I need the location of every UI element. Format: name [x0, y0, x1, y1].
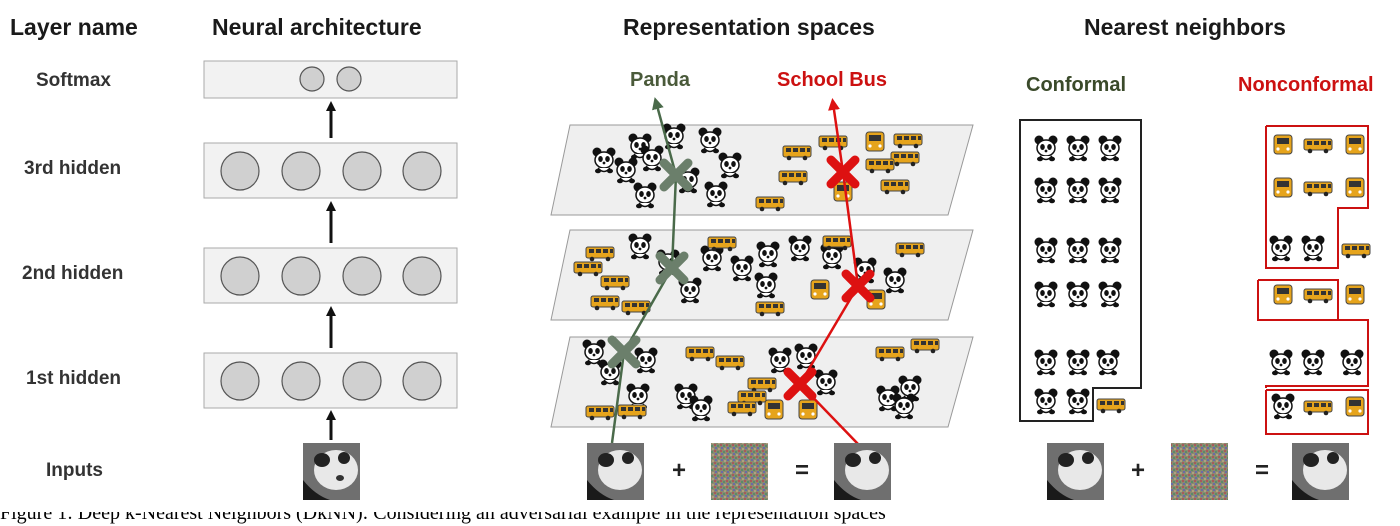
nn-layer-3rd-hidden	[203, 142, 458, 199]
neuron	[281, 256, 321, 296]
neuron	[402, 361, 442, 401]
equals-sign-representation: =	[795, 457, 810, 484]
neuron	[220, 361, 260, 401]
header-nearest-neighbors: Nearest neighbors	[1084, 14, 1286, 40]
noise-image-neighbors	[1171, 443, 1228, 500]
neuron	[281, 151, 321, 191]
layer-label-2nd-hidden: 2nd hidden	[22, 263, 124, 284]
class-label-school-bus: School Bus	[777, 69, 888, 91]
plus-sign-representation: +	[672, 457, 687, 484]
conformal-neighbors	[1019, 119, 1142, 422]
plus-sign-neighbors: +	[1131, 457, 1146, 484]
neuron	[220, 151, 260, 191]
neuron	[299, 66, 325, 92]
header-neural-architecture: Neural architecture	[212, 14, 422, 40]
neuron	[336, 66, 362, 92]
noise-image-rep	[711, 443, 768, 500]
adversarial-image-rep	[834, 443, 891, 500]
figure-caption: Figure 1: Deep k-Nearest Neighbors (DkNN…	[0, 512, 1400, 526]
adversarial-image-neighbors	[1292, 443, 1349, 500]
class-label-panda: Panda	[630, 69, 691, 91]
neighbors-label-nonconformal: Nonconformal	[1238, 74, 1374, 96]
nn-layer-softmax	[203, 60, 458, 99]
neuron	[402, 256, 442, 296]
input-image-panda-neighbors	[1047, 443, 1104, 500]
header-layer-name: Layer name	[10, 14, 138, 40]
input-image-panda-rep	[587, 443, 644, 500]
layer-label-3rd-hidden: 3rd hidden	[24, 158, 122, 179]
neuron	[342, 151, 382, 191]
neuron	[342, 361, 382, 401]
equals-sign-neighbors: =	[1255, 457, 1270, 484]
neuron	[281, 361, 321, 401]
figure-caption-text: Figure 1: Deep k-Nearest Neighbors (DkNN…	[0, 512, 886, 524]
layer-label-1st-hidden: 1st hidden	[26, 368, 122, 389]
neighbors-label-conformal: Conformal	[1026, 74, 1126, 96]
layer-label-inputs: Inputs	[46, 460, 103, 481]
neuron	[402, 151, 442, 191]
nonconformal-neighbors	[1257, 125, 1371, 435]
neuron	[220, 256, 260, 296]
nn-layer-2nd-hidden	[203, 247, 458, 304]
neuron	[342, 256, 382, 296]
layer-label-softmax: Softmax	[36, 70, 111, 91]
input-image-panda-arch	[303, 443, 360, 500]
header-representation-spaces: Representation spaces	[623, 14, 875, 40]
nn-layer-1st-hidden	[203, 352, 458, 409]
